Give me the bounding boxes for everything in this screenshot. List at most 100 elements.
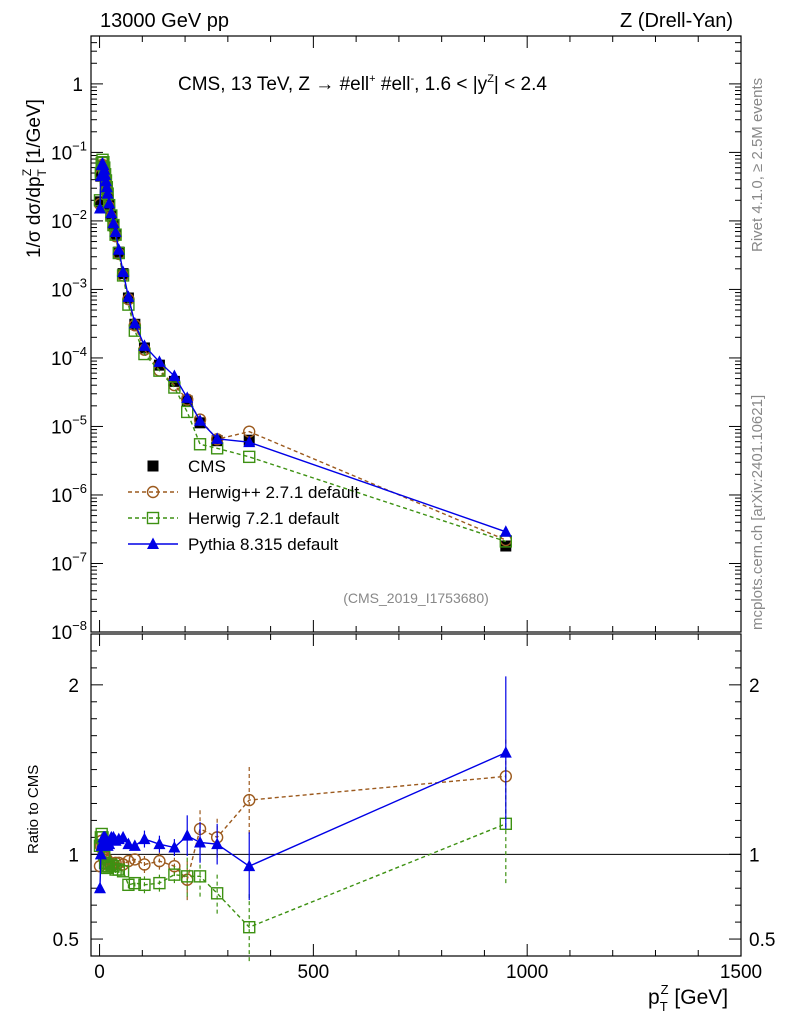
ratio-point bbox=[243, 920, 256, 934]
ratio-line-2 bbox=[99, 751, 507, 889]
main-axes: 1 10−1 10−2 10−3 10−4 10−5 10−6 10−7 10−8 bbox=[51, 35, 742, 644]
data-point bbox=[99, 168, 112, 180]
y-tick-label: 10−8 bbox=[51, 618, 87, 644]
ratio-y-axis-label: Ratio to CMS bbox=[25, 765, 42, 854]
ratio-line-1 bbox=[99, 823, 507, 929]
legend-marker bbox=[146, 485, 160, 499]
ratio-point bbox=[128, 853, 142, 866]
ratio-point bbox=[168, 859, 181, 873]
legend-label: CMS bbox=[188, 457, 226, 476]
ratio-point bbox=[211, 837, 224, 850]
ratio-point bbox=[193, 870, 207, 883]
data-point bbox=[105, 206, 118, 219]
ratio-point bbox=[153, 837, 166, 850]
ratio-tick-label-right: 0.5 bbox=[749, 930, 775, 951]
x-axis-label: pTZ [GeV] bbox=[648, 982, 728, 1014]
y-tick-label: 10−2 bbox=[51, 207, 87, 233]
x-tick-label: 500 bbox=[298, 962, 330, 983]
ratio-point bbox=[128, 839, 141, 851]
data-point bbox=[93, 201, 106, 214]
data-point bbox=[112, 243, 125, 255]
y-tick-label: 10−3 bbox=[51, 275, 87, 301]
main-plot-frame bbox=[90, 35, 742, 633]
data-point bbox=[181, 405, 194, 419]
ratio-axes: 0 500 1000 1500 0.5 0.5 1 1 2 2 bbox=[53, 634, 775, 983]
ratio-point bbox=[103, 837, 116, 850]
ratio-point bbox=[100, 861, 114, 875]
data-point bbox=[211, 432, 224, 444]
ratio-point bbox=[112, 863, 125, 876]
data-point bbox=[101, 187, 114, 199]
data-point bbox=[103, 196, 116, 209]
data-point bbox=[99, 174, 112, 187]
ratio-point bbox=[116, 865, 130, 878]
ratio-point bbox=[138, 878, 151, 892]
ratio-point bbox=[168, 841, 181, 853]
ratio-line-0 bbox=[99, 775, 506, 882]
data-point bbox=[168, 369, 181, 382]
ratio-tick-label-right: 1 bbox=[749, 845, 760, 866]
x-tick-label: 1000 bbox=[506, 962, 548, 983]
legend-label: Pythia 8.315 default bbox=[188, 535, 339, 554]
data-point bbox=[117, 265, 130, 277]
ratio-tick-label: 1 bbox=[68, 845, 79, 866]
ratio-point bbox=[128, 876, 142, 890]
y-tick-label: 1 bbox=[72, 75, 83, 96]
x-tick-label: 1500 bbox=[720, 962, 762, 983]
ratio-point bbox=[153, 854, 166, 868]
ratio-point bbox=[210, 887, 224, 900]
rivet-version-text: Rivet 4.1.0, ≥ 2.5M events bbox=[749, 78, 766, 252]
data-point bbox=[98, 163, 111, 175]
data-point bbox=[122, 290, 135, 302]
legend-label: Herwig 7.2.1 default bbox=[188, 509, 339, 528]
y-axis-label: 1/σ dσ/dpTZ [1/GeV] bbox=[20, 99, 49, 258]
mcplots-reference-text: mcplots.cern.ch [arXiv:2401.10621] bbox=[749, 395, 766, 630]
ratio-point bbox=[181, 870, 194, 883]
ratio-plot-frame bbox=[90, 633, 742, 957]
legend-label: Herwig++ 2.7.1 default bbox=[188, 483, 359, 502]
y-tick-label: 10−4 bbox=[51, 344, 87, 370]
ratio-tick-label: 2 bbox=[68, 676, 79, 697]
ratio-point bbox=[117, 830, 130, 843]
legend: CMS Herwig++ 2.7.1 default Herwig 7.2.1 de… bbox=[128, 457, 359, 554]
ratio-point bbox=[93, 881, 106, 894]
data-point bbox=[138, 339, 151, 351]
header-left: 13000 GeV pp bbox=[100, 10, 229, 32]
data-point bbox=[193, 438, 207, 451]
header-right: Z (Drell-Yan) bbox=[620, 10, 733, 32]
data-point bbox=[499, 525, 512, 537]
data-point bbox=[168, 381, 181, 394]
ratio-point bbox=[243, 793, 256, 807]
ratio-tick-label: 0.5 bbox=[53, 930, 79, 951]
ratio-point bbox=[181, 829, 194, 841]
analysis-reference-tag: (CMS_2019_I1753680) bbox=[343, 590, 489, 606]
data-point bbox=[109, 225, 122, 237]
legend-marker bbox=[147, 460, 159, 472]
data-point bbox=[128, 316, 141, 329]
ratio-point bbox=[168, 868, 181, 881]
ratio-point bbox=[243, 859, 256, 872]
data-point bbox=[181, 391, 194, 403]
data-point bbox=[100, 180, 113, 193]
ratio-point bbox=[194, 835, 207, 848]
main-series bbox=[93, 153, 513, 552]
ratio-point bbox=[138, 832, 151, 845]
y-tick-label: 10−7 bbox=[51, 549, 87, 575]
ratio-point bbox=[122, 878, 135, 892]
y-tick-label: 10−1 bbox=[51, 138, 87, 164]
data-point bbox=[153, 355, 166, 367]
ratio-tick-label-right: 2 bbox=[749, 676, 760, 697]
data-point bbox=[194, 414, 207, 426]
y-tick-label: 10−5 bbox=[51, 412, 87, 438]
ratio-point bbox=[499, 746, 512, 758]
x-tick-label: 0 bbox=[94, 962, 105, 983]
legend-marker bbox=[146, 511, 160, 525]
ratio-point bbox=[138, 858, 151, 871]
y-tick-label: 10−6 bbox=[51, 481, 87, 507]
chart-title: CMS, 13 TeV, Z → #ell+ #ell-, 1.6 < |yZ|… bbox=[178, 73, 547, 95]
ratio-series bbox=[93, 676, 513, 962]
series-line-3 bbox=[99, 162, 507, 533]
data-point bbox=[243, 435, 256, 448]
data-point bbox=[243, 450, 256, 464]
